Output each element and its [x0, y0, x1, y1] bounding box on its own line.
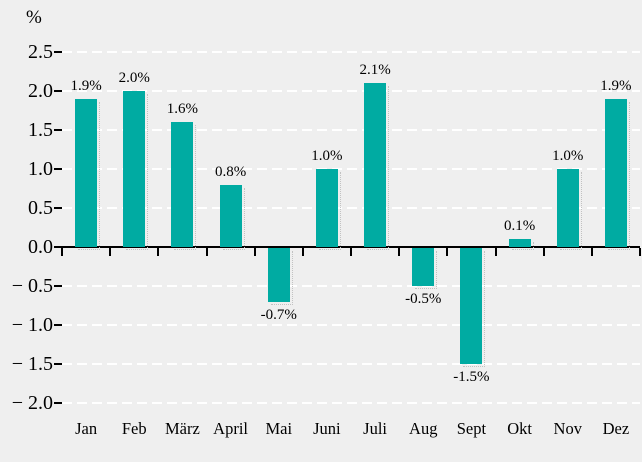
y-gridline	[62, 168, 640, 170]
bar	[364, 83, 390, 250]
x-category-label: April	[213, 419, 248, 438]
y-axis-unit-label: %	[26, 7, 42, 28]
x-category-label: Okt	[507, 419, 532, 438]
y-axis-tick	[54, 285, 62, 287]
x-category-label: Feb	[121, 419, 147, 438]
y-tick-label: − 1.5	[11, 353, 53, 375]
y-axis-tick	[54, 90, 62, 92]
y-gridline	[62, 90, 640, 92]
y-axis-tick	[54, 324, 62, 326]
x-category-label: Juni	[313, 419, 341, 438]
x-category-label: Nov	[553, 419, 582, 438]
bar-value-label: 1.9%	[70, 77, 102, 94]
x-axis-tick	[446, 248, 449, 256]
bar-value-label: 1.6%	[166, 101, 199, 118]
bar-value-label: 0.1%	[503, 218, 536, 235]
x-axis-tick	[157, 248, 160, 256]
x-axis-tick	[639, 248, 641, 256]
y-gridline	[62, 324, 640, 326]
bar	[604, 98, 630, 251]
x-axis-tick	[398, 248, 401, 256]
bar	[123, 91, 149, 250]
y-tick-label: − 2.0	[11, 392, 53, 414]
y-axis-tick	[54, 363, 62, 365]
x-axis-tick	[109, 248, 112, 256]
x-category-label: Aug	[409, 419, 438, 438]
bar-value-label: 1.9%	[600, 77, 632, 94]
x-category-label: Mai	[265, 419, 293, 438]
y-axis-tick	[54, 402, 62, 404]
y-axis-tick	[54, 51, 62, 53]
x-axis-tick	[205, 248, 208, 256]
y-gridline	[62, 51, 640, 53]
bar-value-label: 0.8%	[214, 163, 247, 180]
y-tick-label: 1.0	[28, 158, 53, 180]
bar	[75, 98, 101, 251]
x-category-label: Jan	[75, 419, 98, 438]
y-gridline	[62, 207, 640, 209]
bar-value-label: 1.0%	[311, 148, 343, 164]
y-tick-label: 2.0	[28, 80, 53, 102]
bar-value-label: 2.0%	[118, 70, 150, 86]
x-axis-tick	[494, 248, 497, 256]
y-tick-label: 0.5	[28, 197, 53, 219]
y-tick-label: 1.5	[28, 119, 53, 141]
x-category-label: Juli	[363, 419, 387, 438]
x-axis-tick	[350, 248, 352, 256]
x-category-label: März	[164, 419, 200, 438]
bar	[171, 122, 197, 250]
x-axis-tick	[253, 248, 256, 256]
y-axis-tick	[54, 207, 62, 209]
y-tick-label: 0.0	[28, 236, 53, 258]
bar-value-label: 1.0%	[552, 148, 584, 164]
x-axis-tick	[542, 248, 545, 256]
bar	[219, 184, 245, 251]
x-category-label: Dez	[602, 419, 630, 438]
y-axis-tick	[54, 168, 62, 170]
x-axis-tick	[301, 248, 304, 256]
x-axis-tick	[61, 248, 63, 256]
bar	[315, 169, 341, 250]
bar-value-label: -0.7%	[260, 306, 297, 323]
y-gridline	[62, 363, 640, 365]
bar-value-label: -0.5%	[405, 291, 442, 307]
x-axis-tick	[590, 248, 593, 256]
y-tick-label: − 1.0	[11, 314, 53, 336]
y-gridline	[62, 402, 640, 404]
bar	[508, 239, 534, 250]
x-axis-line	[54, 246, 640, 248]
y-gridline	[62, 285, 640, 287]
y-gridline	[62, 129, 640, 131]
y-axis-tick	[54, 129, 62, 131]
y-tick-label: − 0.5	[11, 275, 53, 297]
bar	[267, 248, 293, 305]
x-category-label: Sept	[456, 419, 487, 438]
y-tick-label: 2.5	[28, 41, 53, 63]
bar-value-label: 2.1%	[359, 62, 391, 79]
bar	[460, 248, 486, 367]
bar-value-label: -1.5%	[453, 369, 490, 385]
bar	[556, 169, 582, 250]
bar	[412, 248, 438, 289]
